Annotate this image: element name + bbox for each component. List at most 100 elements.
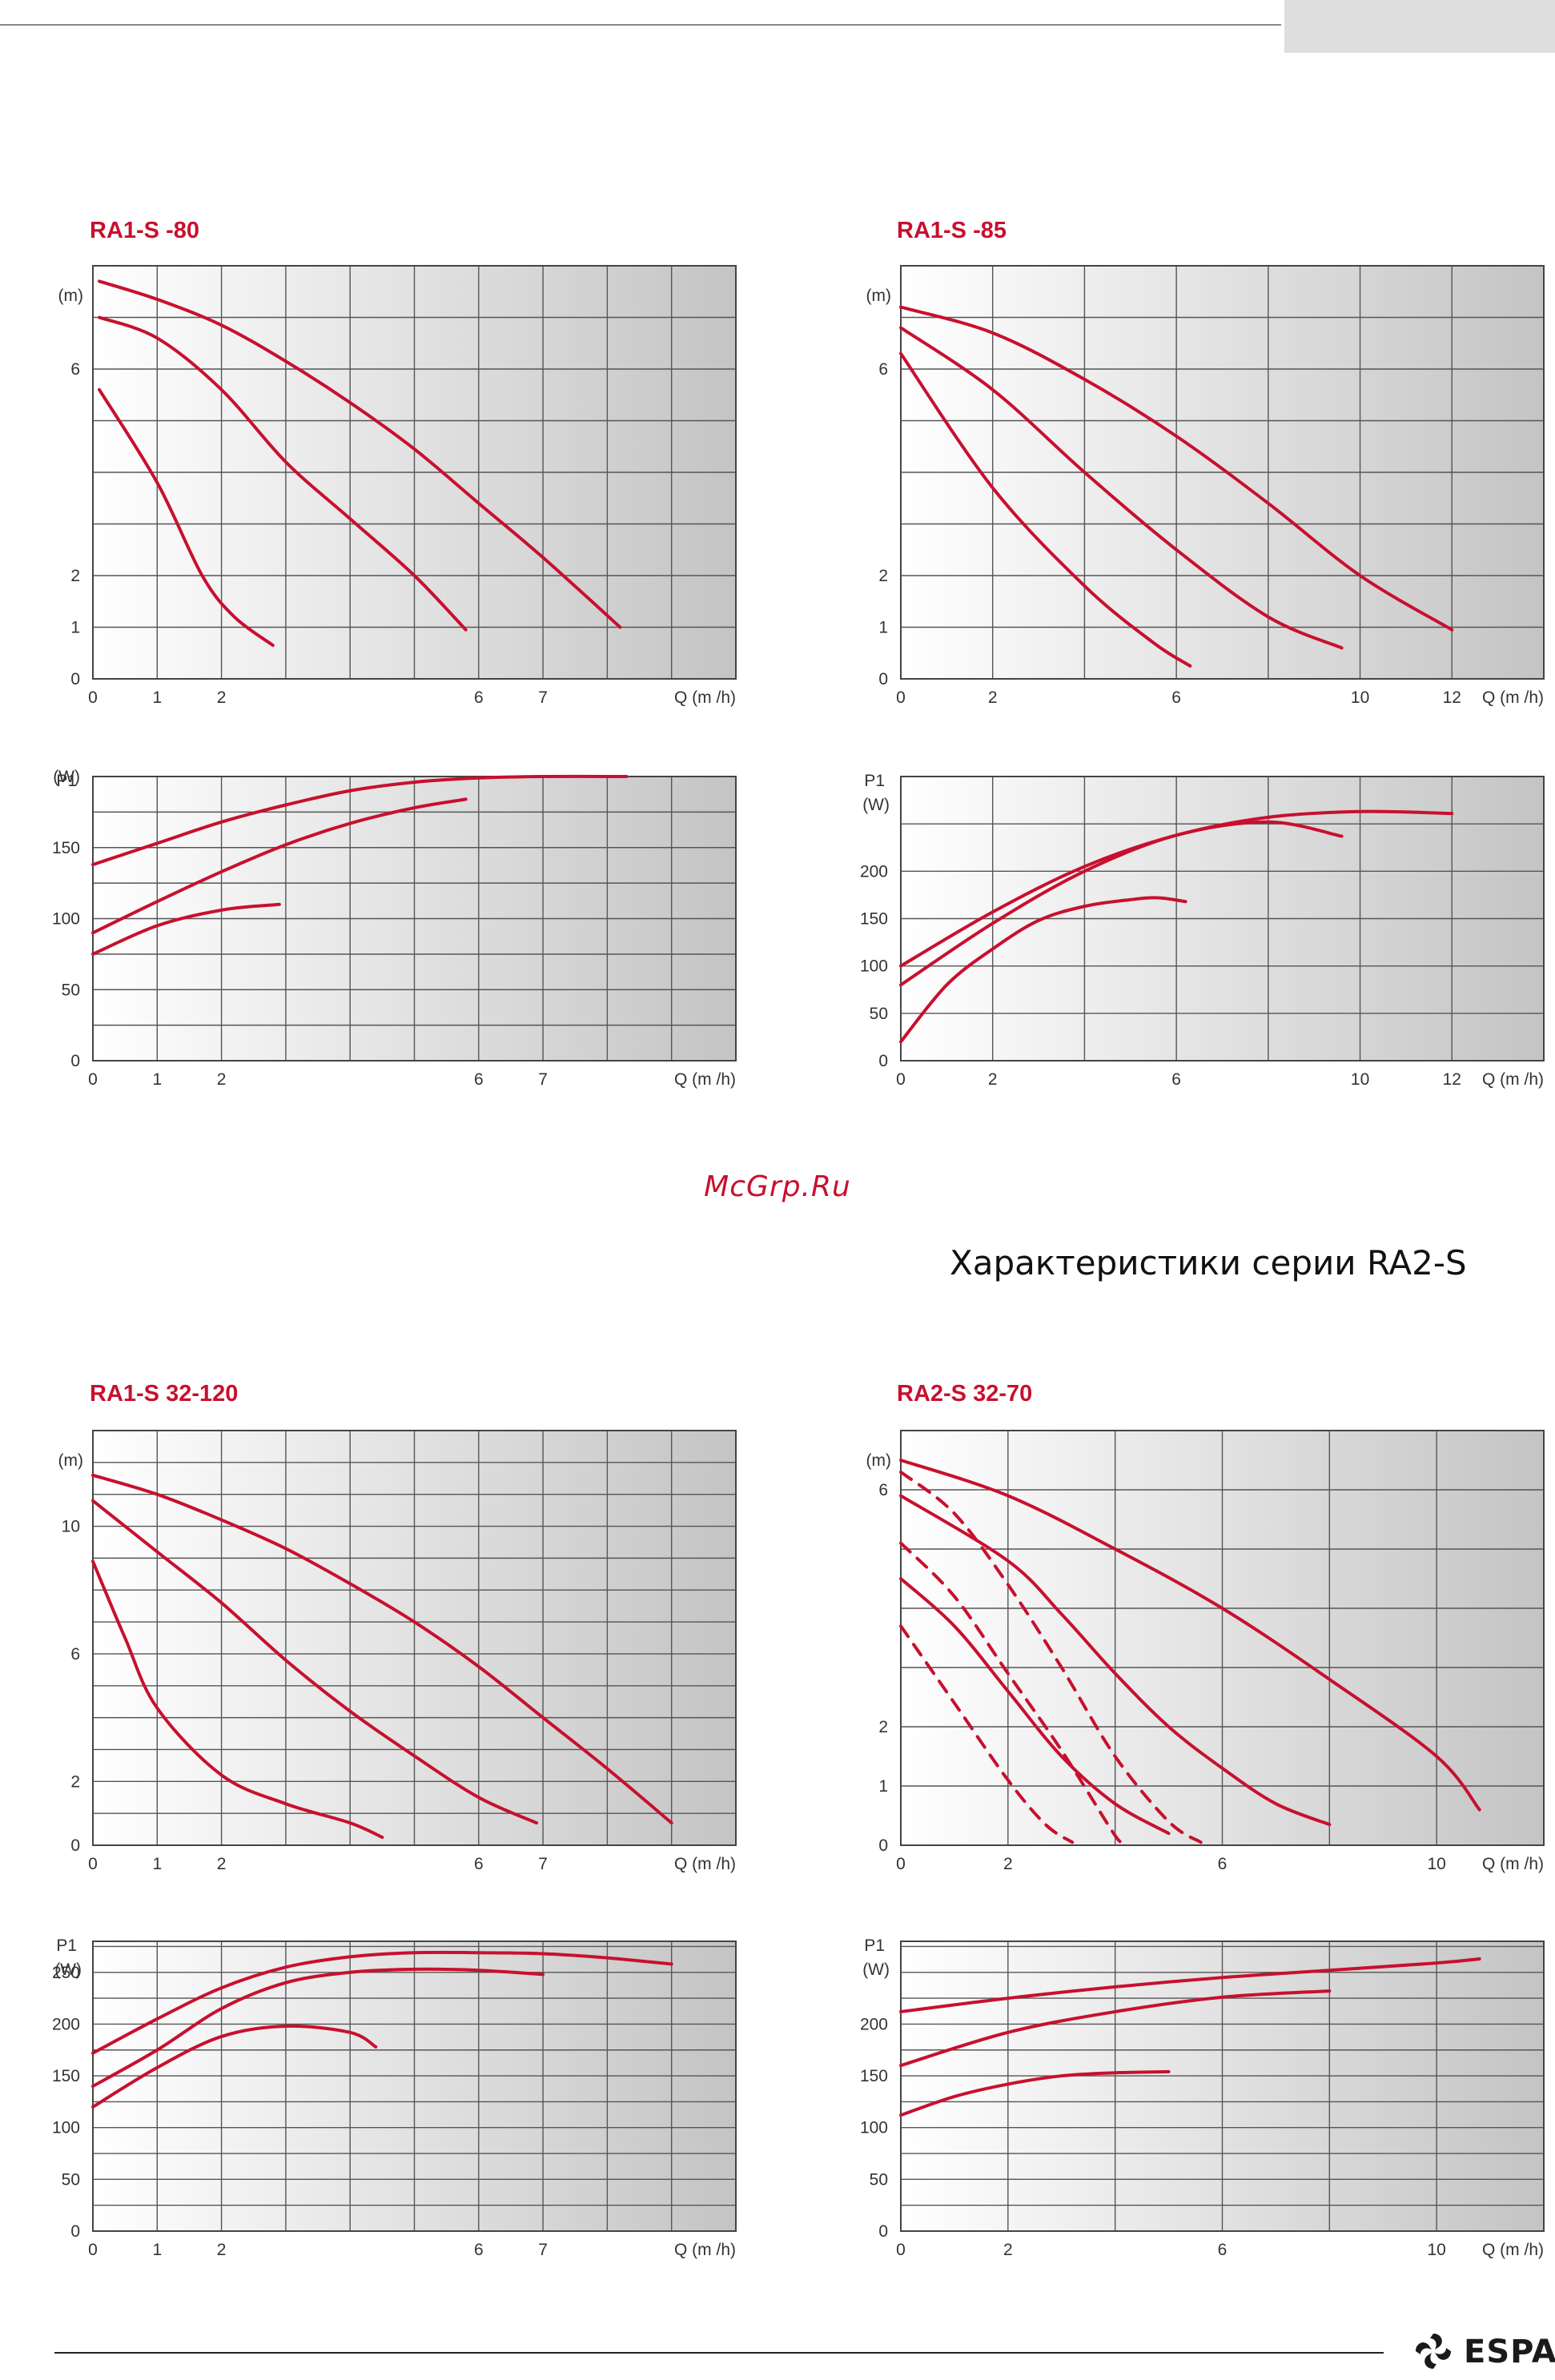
y-tick-label: 0 bbox=[70, 670, 80, 688]
x-tick-label: 6 bbox=[474, 1855, 484, 1873]
x-tick-label: 2 bbox=[1003, 1855, 1013, 1873]
y-tick-label: 1 bbox=[878, 619, 888, 637]
x-axis-label: Q (m /h) bbox=[1482, 2241, 1544, 2259]
y-tick-label: 0 bbox=[70, 1836, 80, 1855]
bottom-rule bbox=[54, 2352, 1384, 2354]
espa-logo-icon bbox=[1416, 2334, 1451, 2369]
y-axis-unit-label: (W) bbox=[862, 796, 890, 814]
y-tick-label: 6 bbox=[70, 1645, 80, 1664]
chart-c1-head: 0 1 2 6 7 0 1 2 6 Q (m /h) (m) bbox=[58, 265, 737, 707]
x-tick-label: 6 bbox=[1218, 1855, 1228, 1873]
plot-frame bbox=[92, 265, 737, 680]
series-curve-2 bbox=[98, 315, 468, 632]
y-tick-label: 6 bbox=[878, 360, 888, 379]
y-axis-unit-label: (W) bbox=[862, 1961, 890, 1979]
series-curve-2 bbox=[899, 1989, 1332, 2068]
x-tick-label: 0 bbox=[896, 688, 906, 707]
y-tick-label: 100 bbox=[52, 2119, 80, 2137]
y-axis-unit-label: (W) bbox=[54, 1961, 82, 1979]
series-curve-5 bbox=[899, 1541, 1123, 1844]
y-tick-label: 0 bbox=[70, 2222, 80, 2241]
x-axis-label: Q (m /h) bbox=[674, 1855, 736, 1873]
series-curve-1 bbox=[91, 1473, 673, 1825]
y-tick-label: 6 bbox=[878, 1481, 888, 1499]
y-tick-label: 10 bbox=[62, 1518, 80, 1536]
x-tick-label: 6 bbox=[1171, 688, 1181, 707]
x-tick-label: 12 bbox=[1443, 1070, 1461, 1089]
series-curve-1 bbox=[91, 1950, 673, 2055]
y-tick-label: 1 bbox=[70, 619, 80, 637]
chart-title-ra1s-80: RA1-S -80 bbox=[90, 218, 199, 243]
x-tick-label: 0 bbox=[88, 1070, 98, 1089]
x-tick-label: 2 bbox=[1003, 2241, 1013, 2259]
x-tick-label: 1 bbox=[152, 1070, 162, 1089]
page-corner-tab bbox=[1284, 0, 1555, 53]
series-heading: Характеристики серии RA2-S bbox=[950, 1243, 1467, 1282]
y-tick-label: 100 bbox=[860, 2119, 888, 2137]
x-tick-label: 7 bbox=[538, 2241, 548, 2259]
y-tick-label: 150 bbox=[52, 2067, 80, 2085]
x-tick-label: 1 bbox=[152, 2241, 162, 2259]
chart-title-ra2s-32-70: RA2-S 32-70 bbox=[897, 1381, 1033, 1407]
x-tick-label: 10 bbox=[1427, 2241, 1445, 2259]
chart-c1-power: 0 1 2 6 7 0 50 100 150 (W) Q (m /h) P1 bbox=[52, 768, 737, 1089]
y-axis-label: (m) bbox=[58, 1451, 83, 1470]
x-tick-label: 2 bbox=[988, 1070, 998, 1089]
chart-c3-power: 0 1 2 6 7 0 50 100 150 200 250 Q (m /h) P1 (W) bbox=[52, 1937, 737, 2259]
x-tick-label: 1 bbox=[152, 1855, 162, 1873]
y-tick-label: 1 bbox=[878, 1777, 888, 1796]
series-curve-3 bbox=[98, 387, 275, 648]
y-axis-label: P1 bbox=[864, 1937, 885, 1955]
y-tick-label: 2 bbox=[878, 567, 888, 585]
y-tick-label: (W) bbox=[53, 768, 80, 786]
y-tick-label: 50 bbox=[62, 2170, 80, 2189]
x-tick-label: 6 bbox=[1171, 1070, 1181, 1089]
x-tick-label: 7 bbox=[538, 1070, 548, 1089]
y-axis-label: (m) bbox=[58, 287, 83, 305]
y-axis-label: (m) bbox=[866, 1451, 891, 1470]
chart-title-ra1s-32-120: RA1-S 32-120 bbox=[90, 1381, 239, 1407]
series-curve-3 bbox=[91, 1559, 384, 1840]
y-tick-label: 150 bbox=[860, 910, 888, 929]
x-tick-label: 6 bbox=[474, 2241, 484, 2259]
plot-frame bbox=[900, 265, 1545, 680]
y-tick-label: 0 bbox=[878, 2222, 888, 2241]
series-curve-2 bbox=[899, 820, 1344, 987]
x-tick-label: 2 bbox=[988, 688, 998, 707]
x-tick-label: 0 bbox=[88, 2241, 98, 2259]
x-tick-label: 12 bbox=[1443, 688, 1461, 707]
series-curve-3 bbox=[899, 1577, 1171, 1836]
y-tick-label: 50 bbox=[870, 1005, 888, 1023]
y-tick-label: 250 bbox=[52, 1964, 80, 1982]
x-tick-label: 7 bbox=[538, 688, 548, 707]
y-tick-label: 2 bbox=[70, 1772, 80, 1791]
y-tick-label: 2 bbox=[70, 567, 80, 585]
x-tick-label: 0 bbox=[88, 1855, 98, 1873]
x-tick-label: 10 bbox=[1427, 1855, 1445, 1873]
x-tick-label: 6 bbox=[474, 1070, 484, 1089]
y-tick-label: 2 bbox=[878, 1718, 888, 1736]
x-axis-label: Q (m /h) bbox=[674, 2241, 736, 2259]
y-tick-label: 0 bbox=[70, 1052, 80, 1070]
y-tick-label: 0 bbox=[878, 670, 888, 688]
x-axis-label: Q (m /h) bbox=[674, 688, 736, 707]
y-axis-label: P1 bbox=[864, 772, 885, 790]
x-tick-label: 6 bbox=[1218, 2241, 1228, 2259]
series-curve-1 bbox=[899, 1459, 1481, 1812]
y-tick-label: 150 bbox=[52, 839, 80, 857]
series-curve-1 bbox=[899, 1957, 1481, 2013]
plot-frame bbox=[92, 1430, 737, 1846]
x-tick-label: 2 bbox=[217, 1855, 227, 1873]
series-curve-2 bbox=[899, 1494, 1332, 1827]
series-curve-2 bbox=[91, 1499, 539, 1825]
y-tick-label: 200 bbox=[860, 2015, 888, 2033]
chart-c2-power: 0 2 6 10 12 0 50 100 150 200 Q (m /h) P1 (W) bbox=[860, 772, 1545, 1089]
x-axis-label: Q (m /h) bbox=[1482, 688, 1544, 707]
series-curve-2 bbox=[91, 1967, 545, 2088]
plot-frame bbox=[92, 776, 737, 1062]
plot-frame bbox=[900, 1941, 1545, 2232]
y-axis-label: P1 bbox=[56, 1937, 77, 1955]
series-curve-2 bbox=[899, 326, 1344, 650]
